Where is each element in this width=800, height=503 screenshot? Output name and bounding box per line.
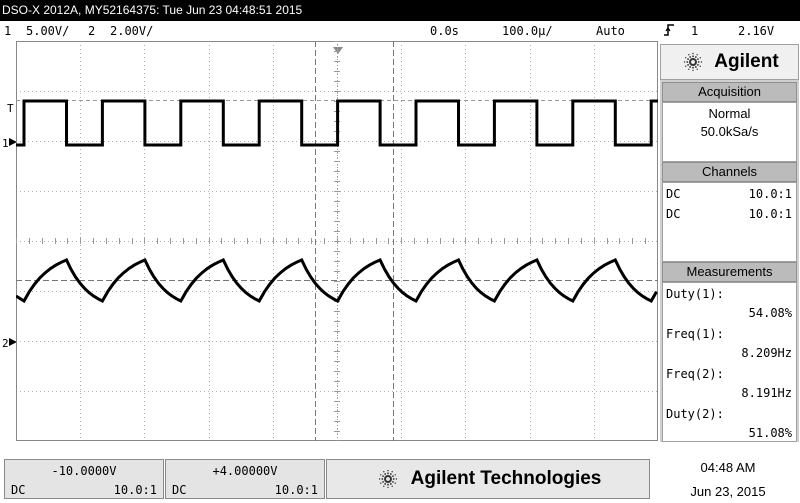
channel-row: DC 10.0:1: [666, 186, 792, 202]
ch1-number[interactable]: 1: [4, 24, 12, 38]
trigger-level[interactable]: 2.16V: [738, 24, 775, 38]
arrow-right-icon: [8, 138, 17, 146]
status-bar: 1 5.00V/ 2 2.00V/ 0.0s 100.0µ/ Auto 1 2.…: [0, 21, 800, 41]
channel-coupling: DC: [666, 187, 681, 201]
ch1-probe: 10.0:1: [113, 483, 157, 497]
ch2-offset-box[interactable]: +4.00000V DC 10.0:1: [165, 459, 325, 499]
clock-time: 04:48 AM: [700, 460, 756, 475]
measurement-value: 54.08%: [748, 306, 792, 320]
ch1-marker-label: 1: [2, 137, 9, 150]
ch1-coupling: DC: [11, 483, 26, 497]
brand-footer: Agilent Technologies: [326, 459, 650, 499]
ch1-offset: -10.0000V: [51, 464, 117, 478]
brand-panel: Agilent: [660, 44, 799, 80]
ch2-triangle-wave: [16, 258, 658, 304]
measurement-value: 8.191Hz: [741, 386, 792, 400]
waveform-display[interactable]: [16, 41, 658, 441]
measurement-value: 8.209Hz: [741, 346, 792, 360]
measurement-label: Duty(2):: [666, 407, 724, 421]
ch1-scale[interactable]: 5.00V/: [26, 24, 70, 38]
time-scale[interactable]: 100.0µ/: [502, 24, 553, 38]
measurement-label: Duty(1):: [666, 287, 724, 301]
window-title: DSO-X 2012A, MY52164375: Tue Jun 23 04:4…: [0, 0, 800, 21]
sidebar: Agilent Acquisition Normal 50.0kSa/s Cha…: [660, 44, 799, 442]
brand-footer-name: Agilent Technologies: [410, 468, 602, 489]
channels-panel: DC 10.0:1 DC 10.0:1: [662, 182, 797, 262]
graticule: [16, 41, 658, 441]
acquisition-header[interactable]: Acquisition: [662, 82, 797, 102]
ch1-offset-box[interactable]: -10.0000V DC 10.0:1: [4, 459, 164, 499]
arrow-right-icon: [8, 338, 17, 346]
channel-coupling: DC: [666, 207, 681, 221]
ch2-coupling: DC: [172, 483, 187, 497]
ch2-offset: +4.00000V: [212, 464, 278, 478]
acquisition-panel: Normal 50.0kSa/s: [662, 102, 797, 162]
trigger-mode[interactable]: Auto: [596, 24, 625, 38]
ch1-ground-marker[interactable]: 1: [2, 137, 19, 150]
agilent-spark-icon: [378, 469, 397, 489]
agilent-spark-icon: [684, 52, 703, 72]
ch2-ground-marker[interactable]: 2: [2, 337, 19, 350]
measurements-header[interactable]: Measurements: [662, 262, 797, 282]
bottom-bar: -10.0000V DC 10.0:1 +4.00000V DC 10.0:1 …: [0, 456, 800, 503]
brand-name: Agilent: [714, 51, 779, 72]
ch2-probe: 10.0:1: [274, 483, 318, 497]
ch2-scale[interactable]: 2.00V/: [110, 24, 154, 38]
channels-header[interactable]: Channels: [662, 162, 797, 182]
measurements-panel: Duty(1): 54.08% Freq(1): 8.209Hz Freq(2)…: [662, 282, 797, 442]
measurement-label: Freq(2):: [666, 367, 724, 381]
time-delay[interactable]: 0.0s: [430, 24, 459, 38]
ch2-number[interactable]: 2: [88, 24, 96, 38]
channel-probe: 10.0:1: [748, 187, 792, 201]
measurement-label: Freq(1):: [666, 327, 724, 341]
rising-edge-icon: [663, 23, 675, 43]
clock-date: Jun 23, 2015: [690, 484, 766, 499]
ch2-marker-label: 2: [2, 337, 9, 350]
trigger-level-marker[interactable]: T: [7, 102, 14, 115]
channel-probe: 10.0:1: [748, 207, 792, 221]
sample-rate: 50.0kSa/s: [700, 124, 759, 139]
trigger-source[interactable]: 1: [691, 24, 699, 38]
ch1-square-wave: [16, 99, 658, 147]
acquisition-mode: Normal: [708, 106, 751, 121]
channel-row: DC 10.0:1: [666, 206, 792, 222]
measurement-value: 51.08%: [748, 426, 792, 440]
